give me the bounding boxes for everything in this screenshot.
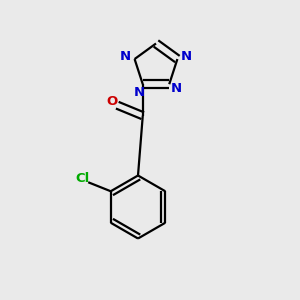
Text: N: N [181,50,192,62]
Text: O: O [106,95,118,108]
Text: N: N [134,86,145,99]
Text: N: N [171,82,182,95]
Text: N: N [120,50,131,62]
Text: Cl: Cl [76,172,90,185]
